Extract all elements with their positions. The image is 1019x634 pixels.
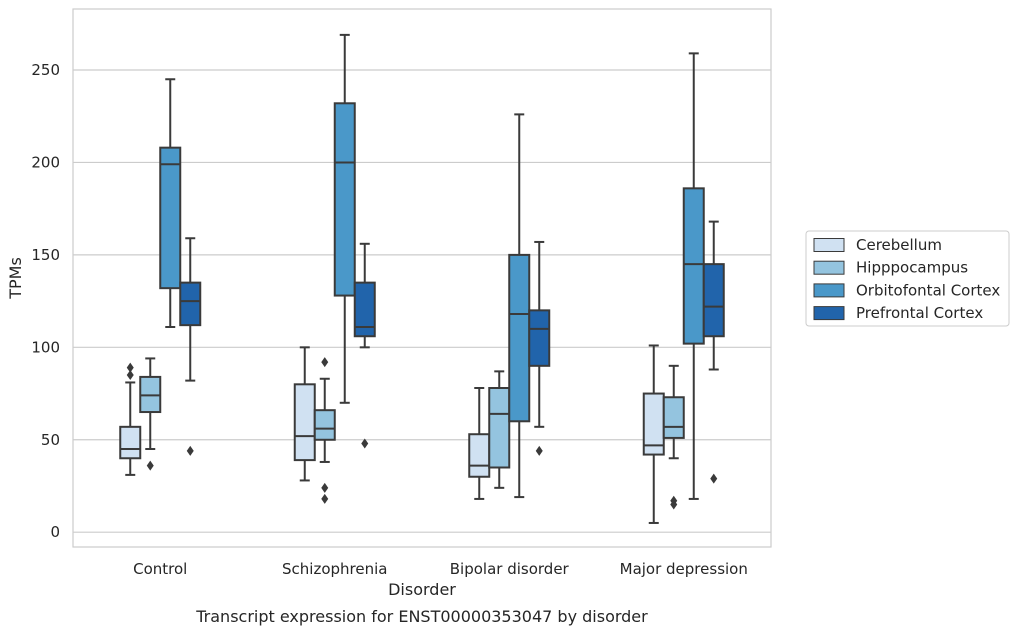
legend-label-orbitofontal-cortex: Orbitofontal Cortex <box>856 281 1000 299</box>
iqr-box <box>159 146 182 290</box>
box-cerebellum-major-depression <box>642 344 665 524</box>
legend-frame <box>805 230 1010 327</box>
box-prefrontal-cortex-major-depression <box>702 220 725 484</box>
outlier-point <box>670 499 678 510</box>
y-tick-label: 250 <box>31 61 60 79</box>
box-hipppocampus-bipolar-disorder <box>488 370 511 489</box>
outlier-point <box>535 445 543 456</box>
iqr-box <box>508 253 531 423</box>
box-orbitofontal-cortex-bipolar-disorder <box>508 113 531 499</box>
outlier-point <box>321 357 329 368</box>
iqr-box <box>528 309 551 367</box>
legend-label-prefrontal-cortex: Prefrontal Cortex <box>856 304 983 322</box>
legend: Cerebellum Hipppocampus Orbitofontal Corte… <box>805 230 1010 327</box>
box-prefrontal-cortex-bipolar-disorder <box>528 240 551 456</box>
iqr-box <box>488 387 511 469</box>
box-plot-area <box>119 33 725 524</box>
y-tick-label: 200 <box>31 153 60 171</box>
x-tick-label: Major depression <box>620 560 748 578</box>
legend-label-hipppocampus: Hipppocampus <box>856 259 968 277</box>
outlier-point <box>321 482 329 493</box>
outlier-point <box>710 473 718 484</box>
y-tick-label: 100 <box>31 338 60 356</box>
y-tick-label: 50 <box>41 431 60 449</box>
iqr-box <box>682 187 705 345</box>
iqr-box <box>702 263 725 338</box>
outlier-point <box>126 362 134 373</box>
iqr-box <box>353 281 376 338</box>
legend-swatch-cerebellum <box>813 238 845 252</box>
box-cerebellum-bipolar-disorder <box>468 387 491 500</box>
box-orbitofontal-cortex-control <box>159 78 182 328</box>
iqr-box <box>179 281 202 327</box>
legend-swatch-prefrontal-cortex <box>813 306 845 321</box>
y-axis-title: TPMs <box>6 257 25 300</box>
x-axis-title: Disorder <box>388 580 456 599</box>
y-axis-ticks: 0 50 100 150 200 250 <box>31 61 60 541</box>
y-tick-label: 150 <box>31 246 60 264</box>
iqr-box <box>333 102 356 297</box>
outlier-point <box>361 438 369 449</box>
box-orbitofontal-cortex-major-depression <box>682 52 705 500</box>
outlier-point <box>186 445 194 456</box>
box-hipppocampus-schizophrenia <box>313 357 336 504</box>
x-tick-label: Schizophrenia <box>282 560 387 578</box>
plot-frame <box>72 8 772 548</box>
box-prefrontal-cortex-control <box>179 237 202 456</box>
iqr-box <box>468 433 491 478</box>
iqr-box <box>293 383 316 462</box>
box-hipppocampus-major-depression <box>662 364 685 510</box>
box-cerebellum-schizophrenia <box>293 346 316 482</box>
chart-caption: Transcript expression for ENST0000035304… <box>195 607 648 626</box>
gridlines <box>73 69 771 533</box>
legend-swatch-hipppocampus <box>813 260 845 275</box>
box-hipppocampus-control <box>139 357 162 471</box>
iqr-box <box>119 425 142 460</box>
box-cerebellum-control <box>119 362 142 476</box>
box-prefrontal-cortex-schizophrenia <box>353 242 376 449</box>
x-tick-label: Control <box>133 560 187 578</box>
outlier-point <box>146 460 154 471</box>
x-tick-label: Bipolar disorder <box>450 560 570 578</box>
legend-swatch-orbitofontal-cortex <box>813 283 845 298</box>
outlier-point <box>321 493 329 504</box>
x-axis-ticks: Control Schizophrenia Bipolar disorder Majo… <box>133 560 748 578</box>
iqr-box <box>313 409 336 441</box>
iqr-box <box>662 396 685 439</box>
box-orbitofontal-cortex-schizophrenia <box>333 33 356 404</box>
y-tick-label: 0 <box>50 523 60 541</box>
outlier-point <box>126 370 134 381</box>
legend-label-cerebellum: Cerebellum <box>856 236 942 254</box>
